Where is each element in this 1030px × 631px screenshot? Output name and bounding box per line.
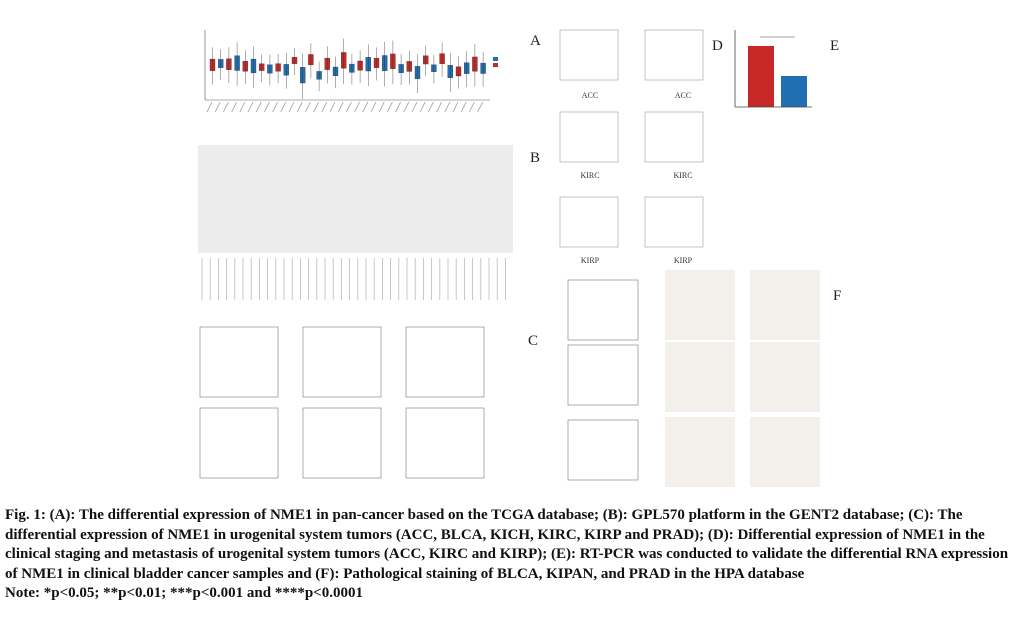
x-tick xyxy=(272,101,278,113)
plot-frame xyxy=(405,326,485,398)
tumor-label: KIRC xyxy=(673,171,692,180)
figure: A B C D E F ACC ACC KIRC KIRC KIRP KIRP xyxy=(198,29,841,487)
plot-frame xyxy=(644,196,704,248)
x-tick xyxy=(411,101,418,113)
plot-frame xyxy=(644,111,704,163)
plot-bg xyxy=(198,145,513,253)
tumor-label: KIRC xyxy=(580,171,599,180)
x-tick xyxy=(436,101,442,113)
panel-label: F xyxy=(833,288,841,304)
x-tick xyxy=(214,101,221,113)
tissue-bg xyxy=(750,342,820,412)
panel-label: C xyxy=(528,333,538,349)
x-tick xyxy=(296,101,303,113)
x-tick xyxy=(329,101,336,113)
tissue-bg xyxy=(750,270,820,340)
caption-note: Note: *p<0.05; **p<0.01; ***p<0.001 and … xyxy=(5,585,363,602)
x-tick xyxy=(288,101,295,113)
tumor-label: ACC xyxy=(675,91,691,100)
plot-frame xyxy=(559,196,619,248)
plot-frame xyxy=(644,29,704,81)
tissue-bg xyxy=(750,417,820,487)
x-tick xyxy=(378,101,385,113)
plot-frame xyxy=(567,419,639,481)
x-tick xyxy=(403,101,410,113)
panel-label: A xyxy=(530,33,541,49)
tissue-bg xyxy=(665,270,735,340)
x-tick xyxy=(321,101,328,113)
tissue-bg xyxy=(665,417,735,487)
x-tick xyxy=(477,101,483,113)
x-tick xyxy=(428,101,434,113)
x-tick xyxy=(280,101,287,113)
panel-label: E xyxy=(830,38,839,54)
x-tick xyxy=(264,101,270,113)
plot-frame xyxy=(559,111,619,163)
x-tick xyxy=(305,101,311,113)
panel-label: D xyxy=(712,38,723,54)
x-tick xyxy=(223,101,229,113)
tumor-label: ACC xyxy=(582,91,598,100)
plot-frame xyxy=(559,29,619,81)
x-tick xyxy=(362,101,369,113)
plot-frame xyxy=(302,407,382,479)
tissue-bg xyxy=(665,342,735,412)
caption: Fig. 1: (A): The differential expression… xyxy=(5,506,1023,604)
bar xyxy=(748,46,774,107)
tumor-label: KIRP xyxy=(581,256,600,265)
plot-frame xyxy=(405,407,485,479)
x-tick xyxy=(255,101,262,113)
legend-key xyxy=(493,57,498,61)
panel-label: B xyxy=(530,150,540,166)
x-tick xyxy=(206,101,213,113)
x-tick xyxy=(346,101,352,113)
plot-frame xyxy=(199,326,279,398)
x-tick xyxy=(452,101,459,113)
x-tick xyxy=(460,101,467,113)
x-tick xyxy=(247,101,254,113)
plot-frame xyxy=(567,344,639,406)
legend-key xyxy=(493,63,498,67)
x-tick xyxy=(354,101,360,113)
x-tick xyxy=(313,101,319,113)
tumor-label: KIRP xyxy=(674,256,693,265)
x-tick xyxy=(337,101,344,113)
x-tick xyxy=(387,101,393,113)
caption-text: Fig. 1: (A): The differential expression… xyxy=(5,507,1009,582)
x-tick xyxy=(444,101,451,113)
bar xyxy=(781,76,807,107)
x-tick xyxy=(231,101,237,113)
plot-frame xyxy=(199,407,279,479)
plot-frame xyxy=(567,279,639,341)
x-tick xyxy=(419,101,426,113)
x-tick xyxy=(239,101,246,113)
x-tick xyxy=(370,101,377,113)
x-tick xyxy=(395,101,401,113)
plot-frame xyxy=(302,326,382,398)
x-tick xyxy=(469,101,475,113)
